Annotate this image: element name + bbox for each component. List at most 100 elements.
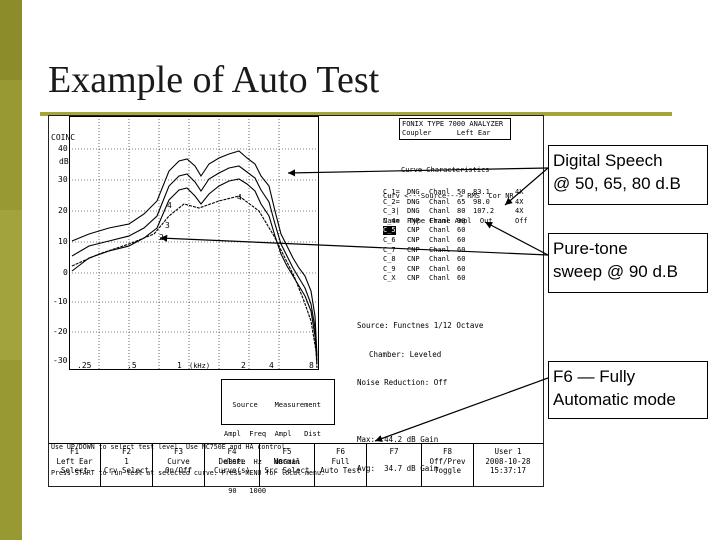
arrow-speech-graph (287, 167, 549, 177)
source-columns: Ampl Freq Ampl Dist (224, 429, 321, 438)
arrow-f6 (374, 377, 549, 442)
curve-frame: Chanl (429, 188, 451, 196)
curve-c4 (71, 195, 318, 369)
x-tick: .5 (127, 361, 137, 370)
curve-ampl: 60 (457, 245, 466, 254)
y-tick: 0 (63, 268, 68, 277)
function-key-label: 2008-10-28 (485, 456, 531, 466)
x-tick: 8 (309, 361, 314, 370)
coupler-label: COINC (51, 133, 76, 142)
curve-ampl: 60 (457, 264, 466, 273)
y-tick: -20 (53, 327, 68, 336)
info-noise-reduction: Noise Reduction: Off (357, 378, 448, 387)
callout-digital-speech: Digital Speech @ 50, 65, 80 d.B (548, 145, 708, 205)
callout-pure-tone: Pure-tone sweep @ 90 d.B (548, 233, 708, 293)
svg-text:4: 4 (237, 193, 242, 202)
curve-name: C_9 (383, 264, 396, 273)
curve-frame: Chanl (429, 236, 451, 244)
curve-row[interactable]: C_5 CNP Chanl 60 (383, 226, 543, 236)
curve-ampl: 90 (457, 216, 466, 225)
function-key-7[interactable]: F7 (367, 444, 422, 487)
callout-f6-auto: F6 — Fully Automatic mode (548, 361, 708, 419)
source-header: Source Measurement (224, 401, 321, 409)
callout-line: Digital Speech (553, 151, 663, 170)
callout-line: F6 — Fully (553, 367, 636, 386)
x-tick: 2 (241, 361, 246, 370)
function-key-8[interactable]: F8 Off/Prev Toggle (422, 444, 474, 487)
function-key-id: F4 (227, 447, 237, 456)
curve-type: PNP (407, 216, 420, 225)
info-chamber: Chamber: Leveled (369, 349, 442, 359)
y-tick: -30 (53, 356, 68, 365)
y-tick: 30 (58, 175, 68, 184)
analyzer-screenshot: COINC dB 40 30 20 10 0 -10 -20 -30 4 3 2 4 (48, 115, 544, 495)
curve-name: C_1= (383, 188, 400, 196)
curve-row[interactable]: C_8 CNP Chanl 60 (383, 255, 543, 264)
curve-row[interactable]: C_X CNP Chanl 60 (383, 274, 543, 283)
curve-type: CNP (407, 236, 420, 244)
curve-frame: Chanl (429, 216, 451, 225)
source-units: dBSPL Hz dBGain (224, 458, 300, 466)
function-key-9: User 1 2008-10-28 15:37:17 (474, 444, 542, 487)
function-key-label: 15:37:17 (489, 466, 527, 475)
help-line-1: Use UP/DOWN to select test level. Use NC… (51, 443, 290, 451)
title-underline (40, 112, 672, 116)
curve-type: CNP (407, 255, 420, 264)
function-key-id: F7 (389, 447, 399, 456)
y-axis-header: COINC dB (51, 118, 75, 182)
curve-type: DNG (407, 207, 420, 216)
curve-output: 98.0 (473, 197, 490, 206)
function-key-label: On/Off (164, 466, 193, 475)
arrow-tone-table (484, 221, 549, 256)
function-key-2[interactable]: F2 1 Crv Select (101, 444, 153, 487)
function-key-label: Delete (218, 456, 246, 466)
curve-row[interactable]: C_3| DNG Chanl 80 107.2 4X (383, 207, 543, 216)
curve-c2 (71, 165, 318, 362)
function-key-4[interactable]: F4 Delete Curve(s) (205, 444, 260, 487)
svg-text:3: 3 (165, 221, 170, 230)
curve-name: C_6 (383, 236, 396, 244)
db-unit-label: dB (59, 157, 69, 166)
info-source: Source: Functnes 1/12 Octave (357, 321, 484, 330)
curve-frame: Chanl (429, 274, 451, 283)
help-text: Use UP/DOWN to select test level. Use NC… (51, 426, 325, 494)
function-key-id: User 1 (494, 447, 522, 456)
function-key-3[interactable]: F3 Curve On/Off (153, 444, 205, 487)
function-key-label: Curve(s) (213, 466, 251, 475)
curve-row[interactable]: C_9 CNP Chanl 60 (383, 265, 543, 274)
function-key-1[interactable]: F1 Left Ear Select (49, 444, 101, 487)
x-tick: 4 (269, 361, 274, 370)
curve-name: C_8 (383, 255, 396, 264)
curve-type: CNP (407, 264, 420, 273)
coupler-ear: Coupler Left Ear (402, 129, 491, 137)
function-key-label: Select (60, 466, 89, 475)
curve-name: C_5 (383, 226, 396, 236)
curve-frame: Chanl (429, 245, 451, 254)
function-key-id: F6 (335, 447, 346, 456)
curve-frame: Chanl (429, 197, 451, 206)
curve-row[interactable]: C_6 CNP Chanl 60 (383, 236, 543, 245)
function-key-label: Curve (167, 456, 190, 466)
function-key-id: F5 (282, 447, 292, 456)
function-key-5[interactable]: F5 Normal Src Select (260, 444, 315, 487)
curve-row[interactable]: C_4= PNP Chanl 90 Off (383, 217, 543, 226)
info-max: Max: 44.2 dB Gain (357, 435, 439, 444)
curve-row[interactable]: C_2= DNG Chanl 65 98.0 4X (383, 198, 543, 207)
function-key-id: F3 (173, 447, 184, 456)
callout-line: sweep @ 90 d.B (553, 262, 678, 281)
x-tick: .25 (77, 361, 92, 370)
curve-frame: Chanl (429, 226, 451, 235)
function-key-label: Full (331, 456, 350, 466)
y-tick: 10 (58, 237, 68, 246)
function-key-label: Src Select (264, 466, 310, 475)
x-tick: (kHz) (189, 362, 210, 370)
curve-frame: Chanl (429, 264, 451, 273)
y-tick: 20 (58, 206, 68, 215)
function-key-6[interactable]: F6 Full Auto Test (315, 444, 367, 487)
slide-title: Example of Auto Test (48, 59, 380, 101)
device-name: FONIX TYPE 7000 ANALYZER (402, 120, 504, 128)
callout-line: @ 50, 65, 80 d.B (553, 174, 681, 193)
function-key-id: F8 (442, 447, 453, 456)
curve-name: C_2= (383, 197, 400, 206)
function-key-id: F1 (69, 447, 80, 456)
